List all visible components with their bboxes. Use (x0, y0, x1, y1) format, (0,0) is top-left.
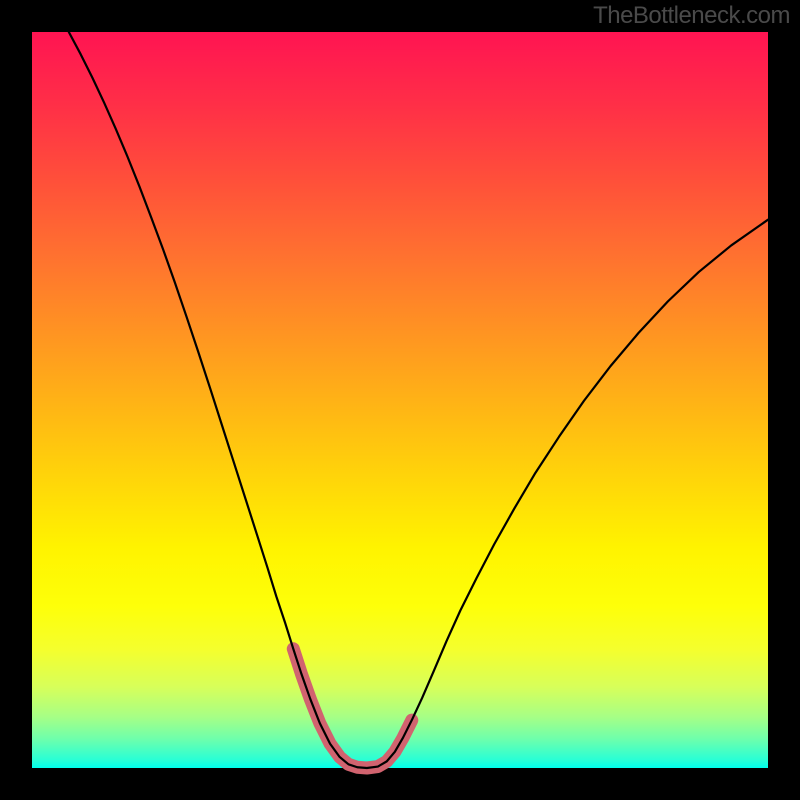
plot-svg (32, 32, 768, 768)
bottleneck-highlight-curve (293, 649, 412, 768)
bottleneck-main-curve (69, 32, 768, 768)
chart-frame: TheBottleneck.com (0, 0, 800, 800)
plot-area (32, 32, 768, 768)
watermark-text: TheBottleneck.com (593, 2, 790, 30)
